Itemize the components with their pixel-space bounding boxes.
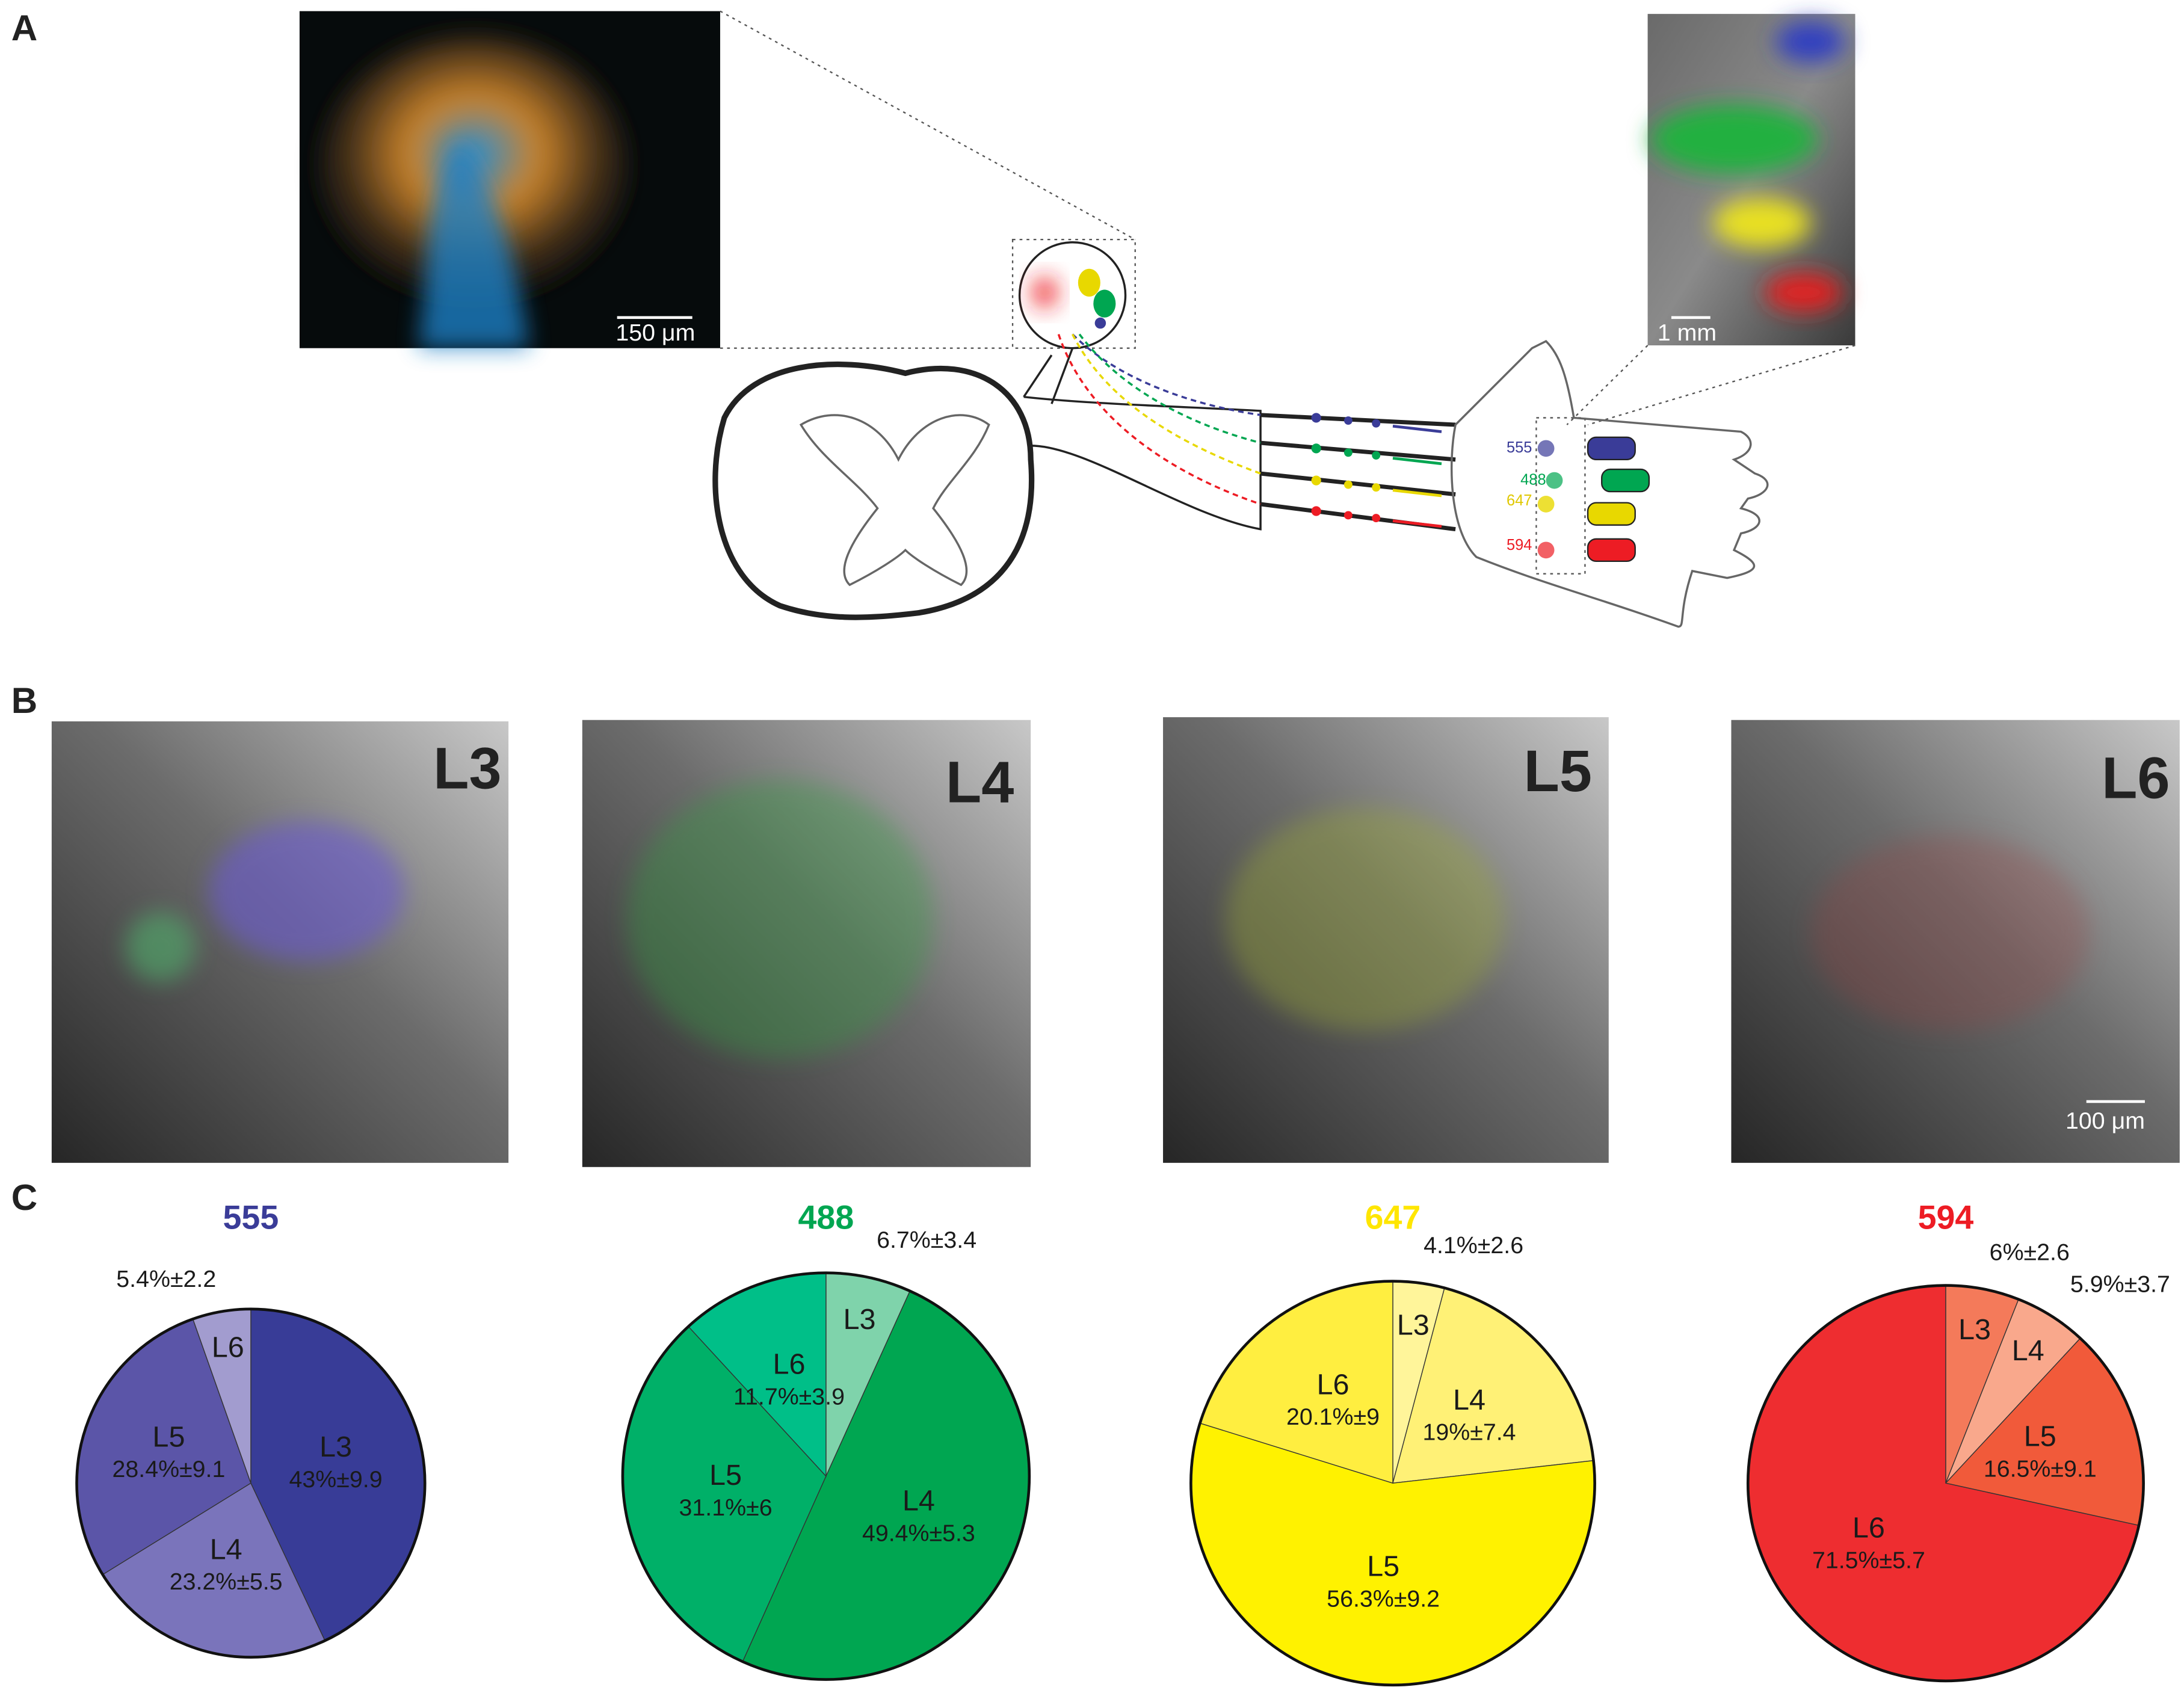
slice-label: L3 xyxy=(1958,1313,1991,1346)
slice-label: L3 xyxy=(1397,1309,1430,1341)
value-label: 20.1%±9 xyxy=(1286,1404,1380,1430)
section-image: L5 xyxy=(1163,717,1609,1163)
slice-label: L5 xyxy=(709,1459,742,1491)
scale-bar-label: 1 mm xyxy=(1658,319,1717,346)
value-label: 5.4%±2.2 xyxy=(116,1266,216,1292)
dye-label: 555 xyxy=(1507,439,1532,456)
level-label: L4 xyxy=(946,750,1014,815)
slice-label: L4 xyxy=(902,1485,935,1517)
level-label: L3 xyxy=(433,735,501,801)
level-label: L6 xyxy=(2102,745,2170,811)
panel-label: B xyxy=(11,680,37,721)
drg-image: 150 μm xyxy=(299,11,720,348)
value-label: 19%±7.4 xyxy=(1423,1419,1516,1446)
dye-label: 647 xyxy=(1507,492,1532,509)
paw-image: 1 mm xyxy=(1647,14,1855,346)
pie-outline xyxy=(1746,1284,2145,1683)
slice-label: L5 xyxy=(2024,1420,2056,1452)
dye-label: 488 xyxy=(1520,471,1546,488)
value-label: 56.3%±9.2 xyxy=(1327,1585,1440,1612)
section-image: L3 xyxy=(51,721,509,1163)
scale-bar-label: 150 μm xyxy=(615,319,695,346)
value-label: 71.5%±5.7 xyxy=(1812,1547,1925,1573)
value-label: 6.7%±3.4 xyxy=(877,1227,976,1253)
slice-label: L3 xyxy=(319,1431,352,1463)
pie-outline xyxy=(75,1307,427,1659)
value-label: 16.5%±9.1 xyxy=(1984,1455,2097,1482)
value-label: 6%±2.6 xyxy=(1990,1239,2070,1266)
level-label: L5 xyxy=(1524,738,1592,804)
value-label: 43%±9.9 xyxy=(289,1466,383,1493)
value-label: 28.4%±9.1 xyxy=(113,1456,226,1482)
value-label: 31.1%±6 xyxy=(679,1494,773,1521)
chart-title: 647 xyxy=(1365,1198,1421,1236)
dye-label: 594 xyxy=(1507,537,1532,553)
chart-title: 555 xyxy=(223,1198,279,1236)
value-label: 5.9%±3.7 xyxy=(2070,1271,2170,1298)
schematic xyxy=(712,241,1769,628)
slice-label: L5 xyxy=(1367,1550,1399,1583)
slice-label: L6 xyxy=(773,1348,805,1381)
slice-label: L4 xyxy=(2012,1334,2044,1367)
value-label: 11.7%±3.9 xyxy=(733,1383,845,1410)
section-image: L6 100 μm xyxy=(1731,720,2180,1163)
schematic-dyes: 555 488 647 594 xyxy=(1032,268,1650,563)
panel-label: C xyxy=(11,1177,37,1218)
section-image: L4 xyxy=(582,720,1031,1167)
value-label: 49.4%±5.3 xyxy=(862,1520,975,1546)
value-label: 23.2%±5.5 xyxy=(170,1568,283,1595)
slice-label: L3 xyxy=(844,1303,876,1336)
pie-outline xyxy=(1189,1280,1596,1687)
panel-label: A xyxy=(11,8,37,48)
slice-label: L4 xyxy=(210,1533,242,1565)
slice-label: L6 xyxy=(212,1331,244,1364)
value-label: 4.1%±2.6 xyxy=(1424,1232,1523,1259)
slice-label: L5 xyxy=(152,1420,185,1453)
scale-bar-label: 100 μm xyxy=(2065,1108,2145,1134)
pie-outline xyxy=(621,1271,1031,1681)
pie-slice xyxy=(742,1291,1029,1680)
slice-label: L6 xyxy=(1852,1512,1885,1544)
chart-title: 594 xyxy=(1918,1198,1974,1236)
slice-label: L4 xyxy=(1453,1384,1485,1416)
slice-label: L6 xyxy=(1316,1368,1349,1401)
chart-title: 488 xyxy=(798,1198,854,1236)
